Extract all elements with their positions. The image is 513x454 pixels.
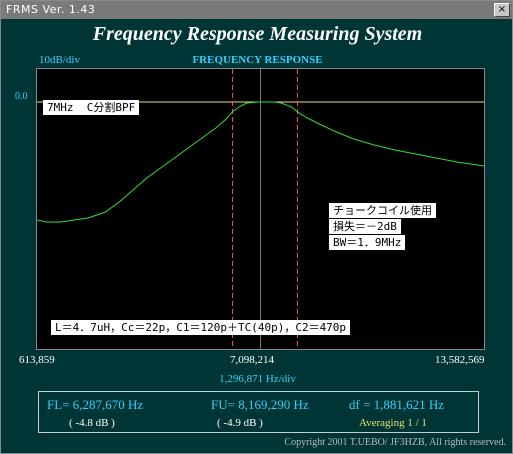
reference-level-label: 0.0 [15,91,28,102]
measurement-readout: FL= 6,287,670 Hz ( -4.8 dB ) FU= 8,169,2… [38,391,479,433]
choke-note-2: 損失＝－2dB [329,219,401,234]
plot-area[interactable]: 7MHz C分割BPF チョークコイル使用 損失＝－2dB BW＝1．9MHz … [36,68,485,350]
x-scale-label: 1,296,871 Hz/div [219,373,296,385]
choke-note-3: BW＝1．9MHz [329,235,406,250]
window-title: FRMS Ver. 1.43 [6,3,96,16]
x-start-label: 613,859 [19,354,55,366]
title-bar[interactable]: FRMS Ver. 1.43 × [1,1,512,19]
graph-title: FREQUENCY RESPONSE [192,54,323,66]
component-values-label: L＝4．7uH，Cc＝22p，C1＝120p＋TC(40p)，C2＝470p [51,320,351,335]
y-scale-label: 10dB/div [39,54,80,66]
averaging-value: Averaging 1 / 1 [359,417,427,429]
filter-name-label: 7MHz C分割BPF [43,100,140,115]
fu-value: FU= 8,169,290 Hz [211,397,309,412]
choke-note-1: チョークコイル使用 [329,203,436,218]
x-end-label: 13,582,569 [435,354,485,366]
frequency-response-plot [37,69,484,349]
app-heading: Frequency Response Measuring System [92,23,423,45]
df-value: df = 1,881,621 Hz [349,397,445,412]
copyright-notice: Copyright 2001 T.UEBO/ JF3HZB, All right… [284,437,506,448]
fu-db-value: ( -4.9 dB ) [217,417,263,429]
fl-db-value: ( -4.8 dB ) [69,417,115,429]
fl-value: FL= 6,287,670 Hz [47,397,144,412]
close-button[interactable]: × [494,3,510,17]
response-trace [37,101,484,223]
x-center-label: 7,098,214 [230,354,274,366]
